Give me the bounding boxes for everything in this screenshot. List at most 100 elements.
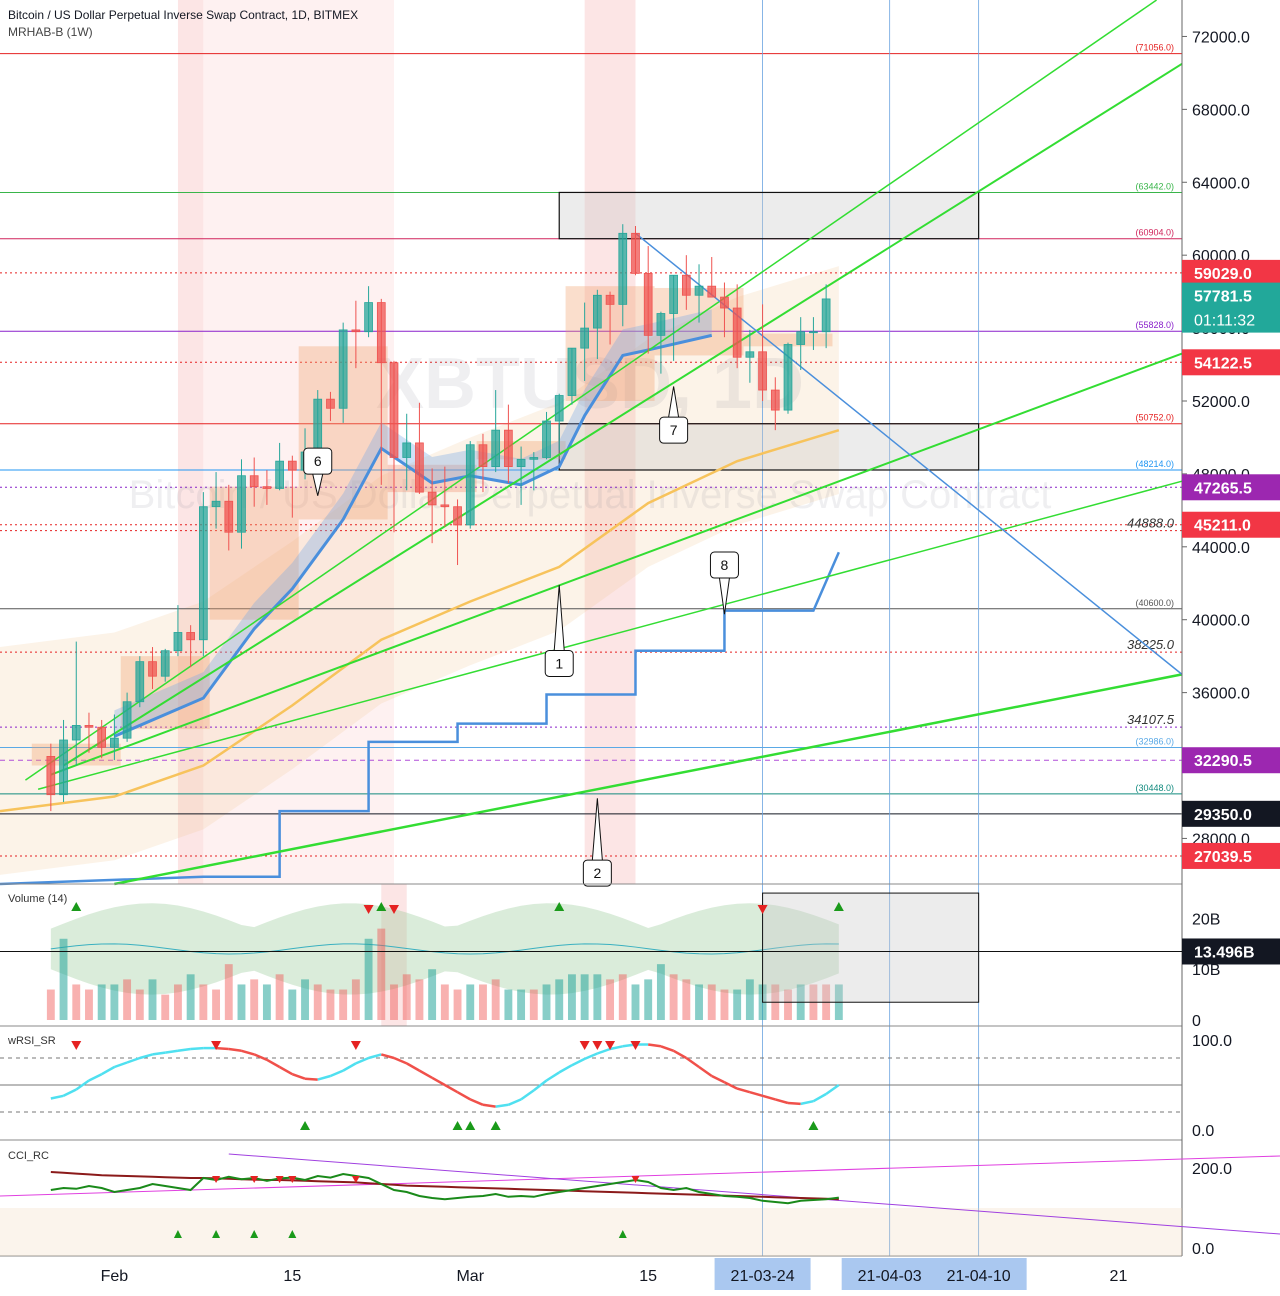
volume-marker-down <box>757 905 768 914</box>
volume-tick-label: 10B <box>1192 962 1220 979</box>
volume-bar <box>85 989 93 1020</box>
candle-body <box>770 389 780 411</box>
price-tag <box>1182 747 1280 774</box>
volume-bar <box>644 979 653 1020</box>
volume-marker-up <box>71 902 82 911</box>
callout-pointer <box>553 585 565 651</box>
cci-pane-label: CCI_RC <box>8 1150 49 1162</box>
candle-body <box>376 302 386 364</box>
callout-pointer <box>718 577 730 615</box>
volume-bar <box>593 974 602 1020</box>
callout-box <box>303 447 333 475</box>
rsi-marker-down <box>592 1041 603 1050</box>
date-tag-label: 21-04-03 <box>858 1268 922 1285</box>
rsi-marker-down <box>350 1041 361 1050</box>
level-label: (55828.0) <box>1135 320 1174 330</box>
rsi-marker-down <box>630 1041 641 1050</box>
candle-body <box>593 294 602 329</box>
volume-bar <box>631 984 640 1020</box>
level-label: 34107.5 <box>1127 712 1175 727</box>
time-tick-label: Mar <box>456 1268 484 1285</box>
level-label: (40600.0) <box>1135 598 1174 608</box>
rsi-segment <box>418 1069 433 1079</box>
volume-bar <box>656 964 665 1020</box>
candle-body <box>580 327 589 349</box>
callout-pointer <box>312 474 324 496</box>
volume-bar <box>161 994 170 1020</box>
volume-bar <box>72 984 81 1020</box>
rsi-segment <box>278 1065 293 1076</box>
candle-body <box>554 395 564 422</box>
rsi-marker-up <box>300 1121 311 1130</box>
price-tag-label: 45211.0 <box>1194 518 1251 535</box>
price-tag-countdown: 01:11:32 <box>1194 313 1255 330</box>
cci-tick-label: 0.0 <box>1192 1241 1214 1258</box>
time-tick-label: 15 <box>283 1268 301 1285</box>
candle-body <box>440 504 450 508</box>
cci-trendline-up <box>0 1155 1280 1197</box>
price-tick-label: 52000.0 <box>1192 394 1250 411</box>
cci-marker-up <box>173 1230 182 1238</box>
candle-body <box>796 331 806 345</box>
candle-body <box>732 307 742 358</box>
rsi-segment <box>723 1081 738 1090</box>
watermark-symbol: XBTUSD, 1D <box>376 344 804 424</box>
candle-body <box>186 632 195 641</box>
volume-marker-up <box>833 902 844 911</box>
rsi-marker-up <box>465 1121 476 1130</box>
candle-body <box>453 506 462 526</box>
date-tag-label: 21-04-10 <box>947 1268 1011 1285</box>
cci-marker-down <box>631 1176 640 1183</box>
price-tag <box>1182 474 1280 501</box>
rsi-segment <box>520 1089 535 1101</box>
callout-box <box>582 859 612 887</box>
volume-marker-up <box>376 902 387 911</box>
rsi-tick-label: 100.0 <box>1192 1033 1232 1050</box>
candle-body <box>338 329 348 409</box>
volume-bar <box>364 938 373 1020</box>
candle-body <box>211 500 221 508</box>
candle-body <box>605 294 615 305</box>
candle-body <box>694 285 704 296</box>
rsi-marker-down <box>579 1041 590 1050</box>
rsi-segment <box>329 1069 344 1078</box>
volume-bar <box>453 989 462 1020</box>
price-tag-label: 47265.5 <box>1194 480 1252 497</box>
price-tag-label: 57781.5 <box>1194 289 1252 306</box>
candle-body <box>491 429 501 468</box>
volume-bar <box>339 989 348 1020</box>
price-axis-bg <box>1182 0 1280 1296</box>
rsi-segment <box>648 1043 662 1048</box>
candle-body <box>529 457 539 460</box>
rsi-segment <box>685 1056 700 1069</box>
rsi-segment <box>113 1061 128 1069</box>
volume-marker-down <box>389 905 399 914</box>
candle-body <box>364 302 373 333</box>
rsi-segment <box>609 1045 624 1051</box>
rsi-tick-label: 0.0 <box>1192 1123 1214 1140</box>
candle-body <box>478 444 488 468</box>
candle-body <box>618 232 628 305</box>
rsi-segment <box>533 1079 548 1092</box>
rsi-segment <box>342 1062 357 1072</box>
candle-body <box>275 460 284 489</box>
level-label: (50752.0) <box>1135 413 1174 423</box>
volume-bar <box>148 979 157 1020</box>
rsi-segment <box>660 1045 675 1052</box>
heikin-week <box>743 333 833 347</box>
price-tick-label: 40000.0 <box>1192 613 1250 630</box>
rsi-segment <box>304 1077 318 1081</box>
rsi-segment <box>126 1056 141 1064</box>
green-trendline <box>37 480 1183 790</box>
shade-band <box>177 0 204 884</box>
zone-box <box>558 191 980 240</box>
volume-bar <box>618 974 627 1020</box>
time-tick-label: 15 <box>639 1268 657 1285</box>
cci-zone <box>0 1208 1182 1256</box>
candle-body <box>720 296 729 309</box>
rsi-segment <box>75 1079 90 1091</box>
cci-marker-up <box>250 1230 259 1238</box>
volume-bar <box>123 979 132 1020</box>
